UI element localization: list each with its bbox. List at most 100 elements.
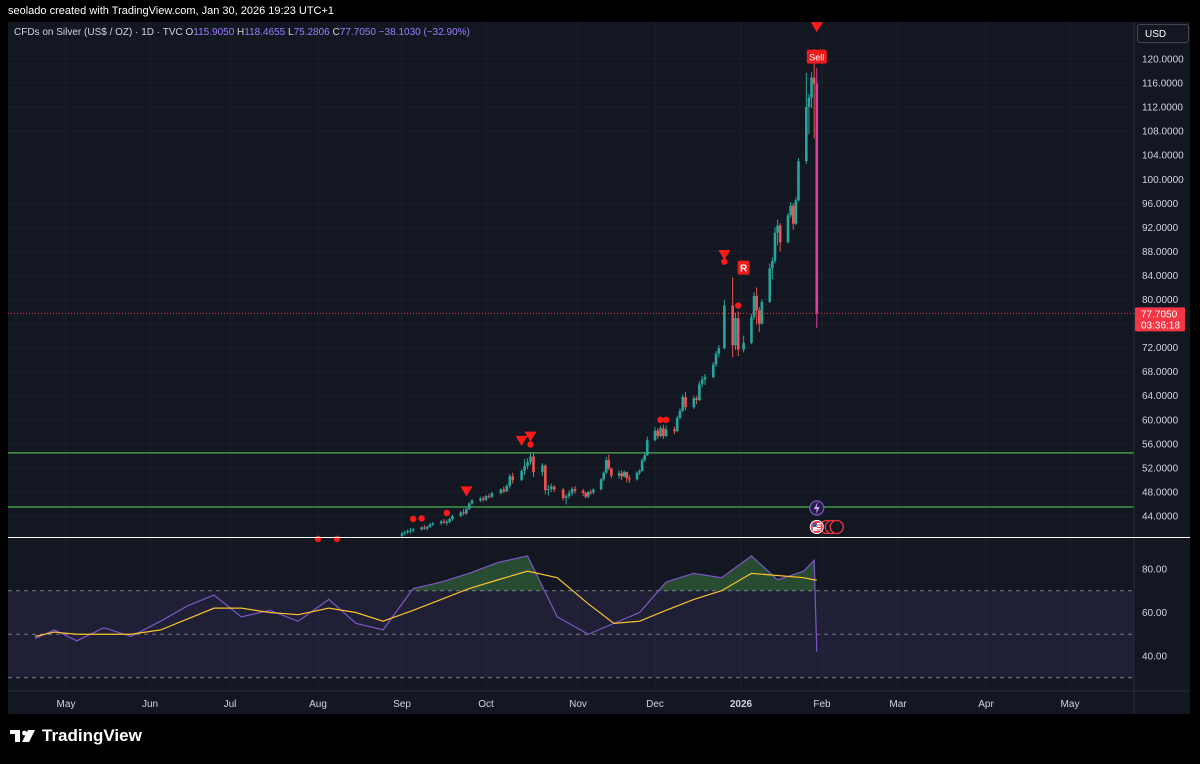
candle[interactable] [589, 489, 593, 495]
candle[interactable] [541, 463, 544, 477]
time-axis[interactable]: May Jun Jul Aug Sep Oct Nov Dec 2026 Feb Mar Apr May [8, 690, 1190, 710]
candle[interactable] [717, 345, 721, 358]
candle[interactable] [529, 453, 532, 465]
candle[interactable] [511, 472, 515, 484]
candle[interactable] [420, 526, 423, 532]
candle[interactable] [532, 452, 535, 477]
candle[interactable] [776, 219, 779, 246]
candle[interactable] [617, 470, 621, 479]
candle[interactable] [789, 202, 792, 218]
candle[interactable] [602, 471, 605, 482]
candle[interactable] [692, 395, 696, 409]
candle[interactable] [459, 511, 463, 518]
candle[interactable] [638, 469, 641, 476]
candle[interactable] [439, 520, 443, 526]
candle[interactable] [695, 395, 698, 405]
candle[interactable] [428, 523, 432, 529]
candle[interactable] [807, 93, 811, 135]
candle[interactable] [448, 517, 451, 524]
price-axis[interactable]: 44.0000 48.0000 52.0000 56.0000 60.0000 64.00… [1133, 22, 1190, 714]
candle[interactable] [544, 464, 547, 495]
candle[interactable] [812, 49, 816, 139]
candle[interactable] [760, 299, 764, 325]
candle[interactable] [736, 311, 740, 357]
candle[interactable] [643, 453, 647, 462]
candle[interactable] [586, 490, 590, 498]
candle[interactable] [659, 425, 662, 438]
candle[interactable] [681, 394, 685, 412]
candle[interactable] [599, 478, 603, 491]
candle[interactable] [742, 335, 745, 353]
candle[interactable] [752, 292, 756, 320]
candle[interactable] [567, 490, 571, 499]
candle[interactable] [731, 277, 734, 358]
candle[interactable] [750, 313, 753, 345]
candle[interactable] [664, 425, 668, 438]
candle[interactable] [487, 493, 491, 499]
candle[interactable] [646, 436, 649, 456]
candle[interactable] [703, 374, 707, 385]
candle[interactable] [794, 197, 798, 225]
candle[interactable] [411, 528, 415, 533]
candle[interactable] [465, 507, 468, 515]
candle[interactable] [564, 494, 568, 505]
candle[interactable] [481, 496, 485, 502]
candle[interactable] [625, 471, 629, 483]
candle[interactable] [604, 457, 608, 474]
candle[interactable] [771, 257, 774, 280]
candle[interactable] [815, 68, 819, 328]
candle[interactable] [581, 488, 585, 497]
candle[interactable] [490, 491, 494, 498]
candle[interactable] [505, 484, 509, 492]
candle[interactable] [484, 494, 488, 501]
candle[interactable] [561, 488, 565, 501]
candle[interactable] [431, 522, 435, 527]
candle[interactable] [786, 212, 790, 244]
candle[interactable] [755, 287, 758, 325]
candle[interactable] [462, 508, 465, 516]
candle[interactable] [470, 499, 474, 505]
candle[interactable] [810, 72, 813, 109]
candlestick-series[interactable] [400, 49, 819, 538]
candle[interactable] [479, 496, 482, 503]
candle[interactable] [607, 454, 611, 471]
candle[interactable] [653, 427, 657, 442]
candle[interactable] [445, 519, 449, 526]
candle[interactable] [640, 458, 644, 472]
candle[interactable] [714, 351, 718, 367]
candle[interactable] [592, 488, 595, 495]
candle[interactable] [768, 263, 772, 304]
candle[interactable] [700, 375, 704, 388]
candle[interactable] [549, 483, 553, 492]
candle[interactable] [467, 502, 471, 510]
candle[interactable] [526, 458, 529, 470]
candle[interactable] [628, 475, 631, 483]
candle[interactable] [520, 469, 523, 482]
currency-button[interactable]: USD [1137, 24, 1189, 43]
candle[interactable] [635, 471, 639, 481]
candle[interactable] [423, 525, 426, 530]
candle[interactable] [406, 529, 409, 535]
tradingview-branding[interactable]: TradingView [10, 726, 142, 746]
candle[interactable] [502, 486, 506, 494]
candle[interactable] [757, 306, 761, 332]
candle[interactable] [673, 426, 676, 435]
candle[interactable] [400, 531, 404, 538]
candle[interactable] [778, 223, 782, 252]
candle[interactable] [620, 470, 623, 480]
candle[interactable] [662, 424, 665, 440]
candle[interactable] [656, 428, 660, 440]
candle[interactable] [734, 312, 737, 351]
candle[interactable] [499, 488, 503, 495]
rsi-pane[interactable] [8, 555, 1134, 679]
candle[interactable] [552, 485, 556, 492]
candle[interactable] [711, 362, 715, 379]
horizontal-levels[interactable] [8, 312, 1134, 508]
candle[interactable] [584, 491, 587, 499]
candle[interactable] [508, 473, 512, 489]
candle[interactable] [797, 158, 800, 202]
candle[interactable] [547, 484, 550, 496]
candle[interactable] [570, 487, 574, 496]
